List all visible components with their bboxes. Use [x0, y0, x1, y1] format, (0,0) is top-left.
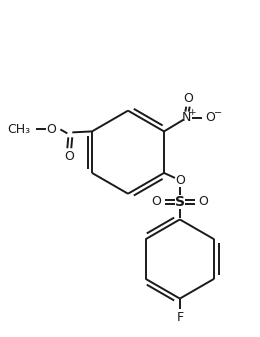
Text: O: O — [206, 111, 216, 124]
Text: O: O — [151, 195, 161, 208]
Text: O: O — [64, 150, 74, 163]
Text: O: O — [175, 174, 185, 187]
Text: −: − — [214, 108, 223, 118]
Text: O: O — [47, 123, 56, 136]
Text: N: N — [182, 111, 191, 124]
Text: S: S — [175, 195, 185, 209]
Text: CH₃: CH₃ — [8, 123, 31, 136]
Text: F: F — [176, 311, 183, 324]
Text: O: O — [199, 195, 209, 208]
Text: +: + — [188, 108, 196, 117]
Text: O: O — [183, 92, 193, 105]
